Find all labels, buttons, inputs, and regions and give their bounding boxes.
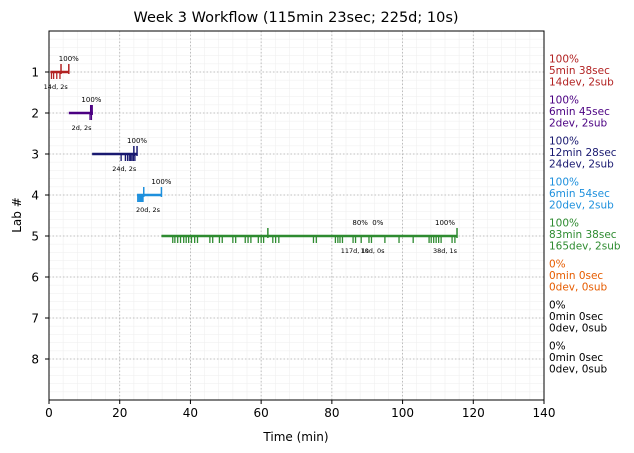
lab-5-count-label: 10d, 0s [360,247,385,255]
lab-1-summary-line: 100% [549,54,579,66]
lab-6-summary-line: 0min 0sec [549,270,603,282]
lab-5-summary-line: 100% [549,218,579,230]
y-axis-label: Lab # [10,197,24,233]
x-tick-label: 20 [112,406,127,420]
lab-3-count-label: 24d, 2s [112,165,137,173]
lab-2-count-label: 2d, 2s [72,124,93,132]
x-axis-label: Time (min) [262,430,328,444]
lab-8-summary-line: 0% [549,341,566,353]
lab-2-milestone-label: 100% [81,96,101,104]
lab-6-summary-line: 0% [549,259,566,271]
x-tick-label: 80 [324,406,339,420]
y-tick-label: 1 [31,66,39,80]
lab-5-count-label: 117d, 1s [341,247,370,255]
lab-4-count-label: 20d, 2s [136,206,161,214]
plot-area [48,30,545,401]
lab-5-summary-line: 83min 38sec [549,229,617,241]
lab-5-summary-line: 165dev, 2sub [549,241,621,253]
lab-7-summary-line: 0% [549,300,566,312]
lab-8-summary-line: 0min 0sec [549,352,603,364]
x-tick-label: 60 [254,406,269,420]
lab-3-summary-line: 12min 28sec [549,147,617,159]
lab-3-summary-line: 24dev, 2sub [549,159,614,171]
x-tick-label: 100 [391,406,414,420]
timeline-marks: 100% 14d, 2s 100% 2d, 2s 100% 24d, 2s 100% 20d,… [44,55,458,255]
lab-7-summary-line: 0min 0sec [549,311,603,323]
lab-3-summary-line: 100% [549,136,579,148]
lab-1-milestone-label: 100% [59,55,79,63]
lab-4-summary-line: 20dev, 2sub [549,200,614,212]
lab-6-summary-line: 0dev, 0sub [549,282,608,294]
y-axis: 1 2 3 4 5 6 7 8 [31,66,49,367]
lab-2-summary-line: 6min 45sec [549,106,610,118]
x-tick-label: 120 [462,406,485,420]
lab-3-milestone-label: 100% [127,137,147,145]
y-tick-label: 3 [31,148,39,162]
y-tick-label: 4 [31,189,39,203]
lab-1-count-label: 14d, 2s [44,83,69,91]
chart-title: Week 3 Workflow (115min 23sec; 225d; 10s… [133,10,458,26]
x-axis: 0 20 40 60 80 100 120 140 [45,400,555,420]
y-tick-label: 6 [31,271,39,285]
lab-7-summary-line: 0dev, 0sub [549,323,608,335]
y-tick-label: 7 [31,312,39,326]
lab-5-count-label: 38d, 1s [433,247,458,255]
lab-2-summary-line: 2dev, 2sub [549,118,608,130]
lab-2-summary-line: 100% [549,95,579,107]
lab-1-summary-line: 14dev, 2sub [549,77,614,89]
x-tick-label: 140 [533,406,556,420]
lab-4-summary-line: 6min 54sec [549,188,610,200]
x-tick-label: 0 [45,406,53,420]
lab-5-milestone-label: 100% [435,219,455,227]
lab-5-milestone-label: 0% [372,219,383,227]
y-tick-label: 5 [31,230,39,244]
lab-8-summary-line: 0dev, 0sub [549,364,608,376]
lab-4-milestone-label: 100% [151,178,171,186]
lab-4-summary-line: 100% [549,177,579,189]
y-tick-label: 2 [31,107,39,121]
grid [48,31,545,400]
lab-5-milestone-label: 80% [352,219,368,227]
y-tick-label: 8 [31,353,39,367]
x-tick-label: 40 [183,406,198,420]
lab-1-summary-line: 5min 38sec [549,65,610,77]
